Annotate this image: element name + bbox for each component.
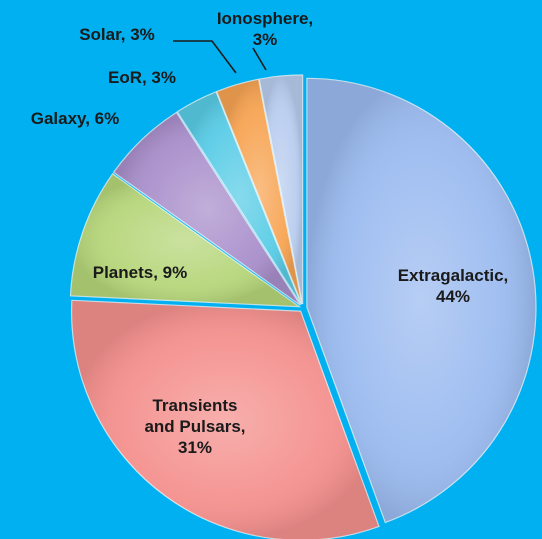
pie-slice-shading (216, 79, 302, 305)
pie-slice-shading (177, 91, 302, 305)
pie-label-line: Solar, 3% (79, 25, 155, 44)
leader-line (252, 47, 267, 71)
pie-slice-shading (259, 75, 303, 305)
pie-label-line: 3% (253, 30, 278, 49)
pie-label-line: Planets, 9% (93, 263, 188, 282)
pie-label-line: Transients (152, 396, 237, 415)
pie-slices (69, 74, 537, 539)
pie-label-planets: Planets, 9% (93, 263, 188, 282)
pie-labels: Extragalactic, 44% Transients and Pulsars, 3… (31, 9, 509, 457)
pie-label-line: 44% (436, 287, 470, 306)
pie-label-line: EoR, 3% (108, 68, 176, 87)
pie-label-line: Extragalactic, (398, 266, 509, 285)
pie-label-line: Ionosphere, (217, 9, 313, 28)
pie-slice-shading (306, 78, 536, 523)
pie-label-line: 31% (178, 438, 212, 457)
pie-slice-shading (70, 173, 300, 307)
pie-label-solar: Solar, 3% (79, 25, 155, 44)
pie-label-transients-and-pulsars: Transients and Pulsars, 31% (144, 396, 245, 457)
leader-line (173, 40, 237, 74)
pie-label-extragalactic: Extragalactic, 44% (398, 266, 509, 306)
pie-label-eor: EoR, 3% (108, 68, 176, 87)
leader-lines (173, 40, 267, 74)
pie-slice-shading (71, 300, 379, 539)
pie-label-line: and Pulsars, (144, 417, 245, 436)
pie-slice-shading (113, 112, 301, 306)
pie-label-galaxy: Galaxy, 6% (31, 109, 120, 128)
pie-label-line: Galaxy, 6% (31, 109, 120, 128)
pie-label-ionosphere: Ionosphere, 3% (217, 9, 313, 49)
